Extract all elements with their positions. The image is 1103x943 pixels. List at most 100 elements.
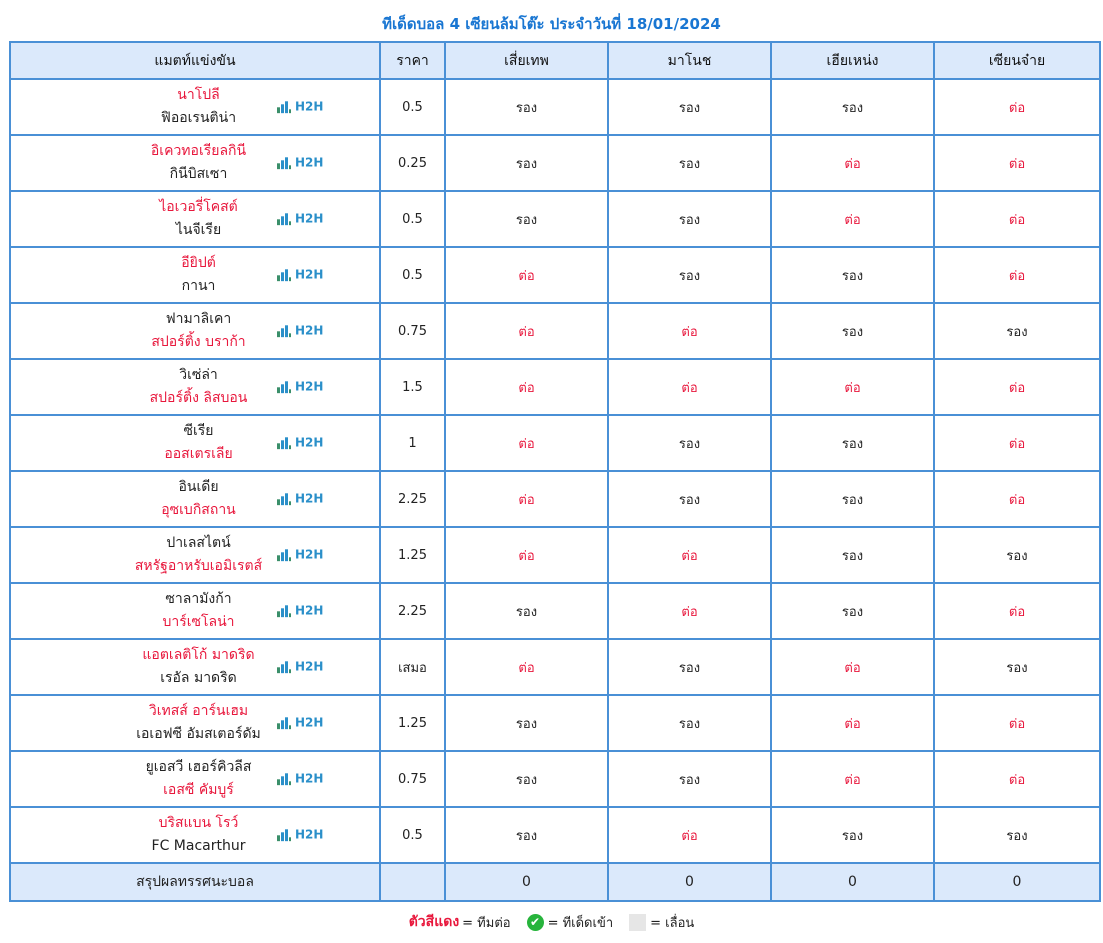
h2h-link[interactable]: H2H: [277, 659, 323, 673]
home-team: แอตเลติโก้ มาดริด: [142, 647, 255, 663]
price-cell: เสมอ: [379, 638, 446, 696]
summary-score-3: 0: [770, 862, 935, 902]
match-cell: อินเดีย อุซเบกิสถาน H2H: [9, 470, 381, 528]
bar-chart-icon: [277, 492, 291, 505]
match-cell: วิเทสส์ อาร์นเฮม เอเอฟซี อัมสเตอร์ดัม H2H: [9, 694, 381, 752]
legend-check-desc: = ทีเด็ดเข้า: [547, 915, 614, 931]
match-cell: อียิปต์ กานา H2H: [9, 246, 381, 304]
h2h-link[interactable]: H2H: [277, 491, 323, 505]
bar-chart-icon: [277, 156, 291, 169]
bar-chart-icon: [277, 268, 291, 281]
away-team: กินีบิสเซา: [169, 166, 228, 182]
price-cell: 1.25: [379, 694, 446, 752]
h2h-label: H2H: [295, 771, 324, 786]
header-expert-4: เซียนจ๋าย: [933, 41, 1101, 80]
h2h-link[interactable]: H2H: [277, 323, 323, 337]
expert-pick-cell: ต่อ: [770, 750, 935, 808]
expert-pick-cell: ต่อ: [444, 414, 609, 472]
table-row: ยูเอสวี เฮอร์คิวลีส เอสซี คัมบูร์ H2H 0.75 ร…: [9, 750, 1101, 808]
away-team: เอเอฟซี อัมสเตอร์ดัม: [136, 726, 261, 742]
expert-pick-cell: ต่อ: [933, 358, 1101, 416]
expert-pick-cell: ต่อ: [607, 526, 772, 584]
table-row: นาโปลี ฟิออเรนติน่า H2H 0.5 รอง รอง รอง ต่อ: [9, 78, 1101, 136]
match-cell: ยูเอสวี เฮอร์คิวลีส เอสซี คัมบูร์ H2H: [9, 750, 381, 808]
h2h-label: H2H: [295, 211, 324, 226]
price-cell: 0.5: [379, 246, 446, 304]
legend-red: ตัวสีแดง = ทีมต่อ: [409, 911, 511, 933]
h2h-label: H2H: [295, 99, 324, 114]
match-cell: บริสแบน โรว์ FC Macarthur H2H: [9, 806, 381, 864]
legend-red-desc: = ทีมต่อ: [462, 915, 511, 931]
h2h-label: H2H: [295, 491, 324, 506]
h2h-link[interactable]: H2H: [277, 155, 323, 169]
match-cell: อิเควทอเรียลกินี กินีบิสเซา H2H: [9, 134, 381, 192]
postponed-swatch-icon: [629, 913, 647, 931]
summary-score-1: 0: [444, 862, 609, 902]
h2h-link[interactable]: H2H: [277, 603, 323, 617]
header-price: ราคา: [379, 41, 446, 80]
table-row: อียิปต์ กานา H2H 0.5 ต่อ รอง รอง ต่อ: [9, 246, 1101, 304]
expert-pick-cell: รอง: [607, 638, 772, 696]
h2h-link[interactable]: H2H: [277, 267, 323, 281]
expert-pick-cell: ต่อ: [770, 638, 935, 696]
h2h-link[interactable]: H2H: [277, 99, 323, 113]
legend-grey: = เลื่อน: [629, 912, 694, 933]
table-row: วิเซ่ล่า สปอร์ติ้ง ลิสบอน H2H 1.5 ต่อ ต่อ ต่อต…: [9, 358, 1101, 416]
table-row: ซีเรีย ออสเตรเลีย H2H 1 ต่อ รอง รอง ต่อ: [9, 414, 1101, 472]
expert-pick-cell: รอง: [770, 414, 935, 472]
expert-pick-cell: รอง: [933, 806, 1101, 864]
expert-pick-cell: รอง: [933, 638, 1101, 696]
expert-pick-cell: ต่อ: [607, 302, 772, 360]
away-team: FC Macarthur: [151, 838, 246, 854]
expert-pick-cell: ต่อ: [444, 638, 609, 696]
h2h-link[interactable]: H2H: [277, 547, 323, 561]
bar-chart-icon: [277, 660, 291, 673]
summary-row: สรุปผลทรรศนะบอล 0 0 0 0: [9, 862, 1101, 902]
match-cell: นาโปลี ฟิออเรนติน่า H2H: [9, 78, 381, 136]
home-team: ซาลามังก้า: [165, 591, 232, 607]
h2h-label: H2H: [295, 659, 324, 674]
expert-pick-cell: รอง: [770, 470, 935, 528]
expert-pick-cell: รอง: [607, 134, 772, 192]
price-cell: 2.25: [379, 582, 446, 640]
legend-check: ✔ = ทีเด็ดเข้า: [526, 912, 614, 933]
h2h-label: H2H: [295, 155, 324, 170]
expert-pick-cell: รอง: [444, 582, 609, 640]
summary-label: สรุปผลทรรศนะบอล: [9, 862, 381, 902]
h2h-link[interactable]: H2H: [277, 211, 323, 225]
expert-pick-cell: รอง: [770, 806, 935, 864]
expert-pick-cell: รอง: [444, 78, 609, 136]
price-cell: 0.5: [379, 190, 446, 248]
expert-pick-cell: รอง: [444, 190, 609, 248]
expert-pick-cell: รอง: [607, 694, 772, 752]
h2h-link[interactable]: H2H: [277, 827, 323, 841]
expert-pick-cell: ต่อ: [770, 694, 935, 752]
expert-pick-cell: รอง: [770, 302, 935, 360]
h2h-label: H2H: [295, 267, 324, 282]
expert-pick-cell: ต่อ: [933, 750, 1101, 808]
expert-pick-cell: ต่อ: [770, 190, 935, 248]
summary-score-4: 0: [933, 862, 1101, 902]
expert-pick-cell: ต่อ: [933, 582, 1101, 640]
h2h-link[interactable]: H2H: [277, 379, 323, 393]
header-expert-1: เสี่ยเทพ: [444, 41, 609, 80]
expert-pick-cell: รอง: [933, 302, 1101, 360]
h2h-link[interactable]: H2H: [277, 771, 323, 785]
expert-pick-cell: รอง: [933, 526, 1101, 584]
h2h-label: H2H: [295, 379, 324, 394]
price-cell: 1.5: [379, 358, 446, 416]
h2h-label: H2H: [295, 827, 324, 842]
table-row: วิเทสส์ อาร์นเฮม เอเอฟซี อัมสเตอร์ดัม H2H 1…: [9, 694, 1101, 752]
h2h-link[interactable]: H2H: [277, 715, 323, 729]
expert-pick-cell: รอง: [770, 526, 935, 584]
expert-pick-cell: รอง: [770, 582, 935, 640]
home-team: นาโปลี: [177, 87, 220, 103]
table-row: ไอเวอรี่โคสต์ ไนจีเรีย H2H 0.5 รอง รอง ต่อ ต่อ: [9, 190, 1101, 248]
h2h-label: H2H: [295, 323, 324, 338]
away-team: บาร์เซโลน่า: [162, 614, 235, 630]
expert-pick-cell: รอง: [444, 750, 609, 808]
price-cell: 0.25: [379, 134, 446, 192]
expert-pick-cell: ต่อ: [933, 190, 1101, 248]
h2h-link[interactable]: H2H: [277, 435, 323, 449]
legend-grey-desc: = เลื่อน: [650, 915, 695, 931]
